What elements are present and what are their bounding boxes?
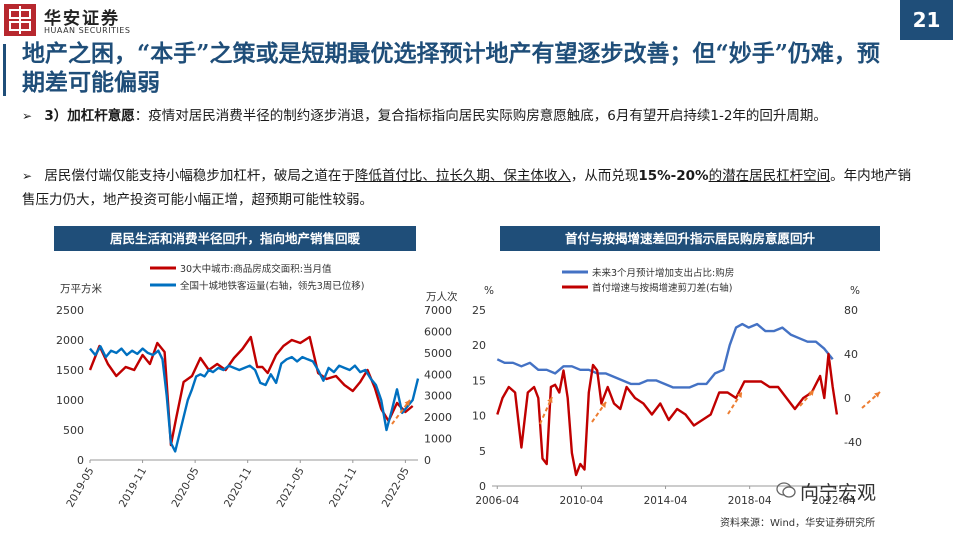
watermark-text: 向宁宏观	[800, 482, 877, 504]
x-tick-label: 2006-04	[475, 495, 519, 507]
bullet-2-underline-1: 降低首付比、拉长久期、保主体收入	[354, 168, 571, 184]
y-right-tick-label: 80	[844, 304, 858, 317]
y-left-tick-label: 1500	[56, 364, 84, 377]
y-left-tick-label: 1000	[56, 394, 84, 407]
wechat-icon	[776, 482, 796, 498]
source-note: 资料来源：Wind，华安证券研究所	[720, 518, 876, 529]
y-right-axis-label: 万人次	[426, 290, 458, 303]
x-tick-label: 2018-04	[728, 495, 772, 507]
y-left-tick-label: 0	[479, 480, 486, 493]
trend-arrow-icon-head	[404, 400, 410, 406]
bullet-2-post: 。年内地产销售压力仍大，地产投资可能小幅正增，超预期可能性较弱。	[22, 168, 912, 208]
y-right-tick-label: 6000	[424, 325, 452, 338]
y-right-tick-label: 2000	[424, 411, 452, 424]
series-line-0	[88, 335, 414, 447]
trend-arrow-icon-head	[736, 392, 742, 398]
chart-2: 0 5 10 15 20 25 -40 0 40 80% % 2006-04 2010-04 2014-0…	[472, 267, 881, 507]
bullet-2-pre: 居民偿付端仅能支持小幅稳步加杠杆，破局之道在于	[44, 168, 355, 184]
series-line-0	[496, 322, 834, 389]
y-left-tick-label: 20	[472, 339, 486, 352]
y-right-tick-label: 3000	[424, 390, 452, 403]
y-left-tick-label: 500	[63, 424, 84, 437]
trend-arrow-icon-head	[808, 390, 814, 396]
y-right-tick-label: -40	[844, 436, 862, 449]
legend-label-1: 全国十城地铁客运量(右轴，领先3周已位移)	[180, 280, 364, 292]
x-tick-label: 2020-11	[222, 466, 254, 510]
y-right-axis-label: %	[850, 285, 860, 297]
y-left-axis-label: 万平方米	[60, 282, 102, 295]
x-tick-label: 2021-11	[327, 466, 359, 510]
title-accent-bar	[3, 44, 6, 96]
bullet-2: ➢ 居民偿付端仅能支持小幅稳步加杠杆，破局之道在于降低首付比、拉长久期、保主体收…	[22, 164, 912, 212]
y-left-tick-label: 25	[472, 304, 486, 317]
y-right-tick-label: 1000	[424, 433, 452, 446]
trend-arrow-icon-head	[874, 392, 880, 398]
bullet-2-bold: 15%-20%	[638, 168, 709, 184]
legend-label-1: 首付增速与按揭增速剪刀差(右轴)	[592, 282, 732, 294]
x-tick-label: 2022-04	[812, 495, 856, 507]
logo-text-cn: 华安证券	[44, 9, 120, 29]
bullet-arrow-icon: ➢	[22, 109, 33, 123]
chart-1: 0 500 1000 1500 2000 2500 0 1000 2000 3000 4000 500…	[56, 263, 458, 510]
y-left-tick-label: 5	[479, 445, 486, 458]
y-right-tick-label: 4000	[424, 368, 452, 381]
chart-1-title: 居民生活和消费半径回升，指向地产销售回暖	[54, 226, 416, 251]
logo-icon	[4, 4, 36, 36]
bullet-2-mid: ，从而兑现	[570, 168, 639, 184]
x-tick-label: 2021-05	[275, 466, 307, 510]
bullet-1: ➢ 3）加杠杆意愿：疫情对居民消费半径的制约逐步消退，复合指标指向居民实际购房意…	[22, 104, 912, 128]
x-tick-label: 2022-05	[380, 466, 412, 510]
y-right-tick-label: 5000	[424, 347, 452, 360]
bullet-2-underline-2: 的潜在居民杠杆空间	[708, 168, 831, 184]
y-right-tick-label: 0	[424, 454, 431, 467]
page-title: 地产之困，“本手”之策或是短期最优选择预计地产有望逐步改善；但“妙手”仍难，预期…	[22, 40, 880, 96]
y-left-tick-label: 10	[472, 410, 486, 423]
y-left-tick-label: 2000	[56, 334, 84, 347]
x-tick-label: 2010-04	[559, 495, 603, 507]
trend-arrow-icon-head	[600, 402, 606, 408]
series-line-1	[496, 352, 839, 477]
legend-label-0: 30大中城市:商品房成交面积:当月值	[180, 263, 332, 275]
x-tick-label: 2019-11	[117, 466, 149, 510]
series-line-1	[89, 345, 420, 453]
y-left-tick-label: 15	[472, 374, 486, 387]
x-tick-label: 2020-05	[169, 466, 201, 510]
y-right-tick-label: 0	[844, 392, 851, 405]
bullet-1-text: ：疫情对居民消费半径的制约逐步消退，复合指标指向居民实际购房意愿触底，6月有望开…	[134, 108, 827, 124]
y-left-tick-label: 0	[77, 454, 84, 467]
trend-arrow-icon-head	[547, 397, 553, 403]
chart-2-title: 首付与按揭增速差回升指示居民购房意愿回升	[500, 226, 880, 251]
y-right-tick-label: 40	[844, 348, 858, 361]
page-number: 21	[900, 0, 953, 40]
legend-label-0: 未来3个月预计增加支出占比:购房	[592, 267, 734, 279]
y-right-tick-label: 7000	[424, 304, 452, 317]
x-tick-label: 2014-04	[644, 495, 688, 507]
y-left-tick-label: 2500	[56, 304, 84, 317]
logo-mark	[4, 4, 36, 36]
y-left-axis-label: %	[484, 285, 494, 297]
x-tick-label: 2019-05	[64, 466, 96, 510]
bullet-1-lead: 3）加杠杆意愿	[44, 108, 135, 124]
bullet-arrow-icon: ➢	[22, 169, 33, 183]
logo-text-en: HUAAN SECURITIES	[44, 26, 131, 35]
